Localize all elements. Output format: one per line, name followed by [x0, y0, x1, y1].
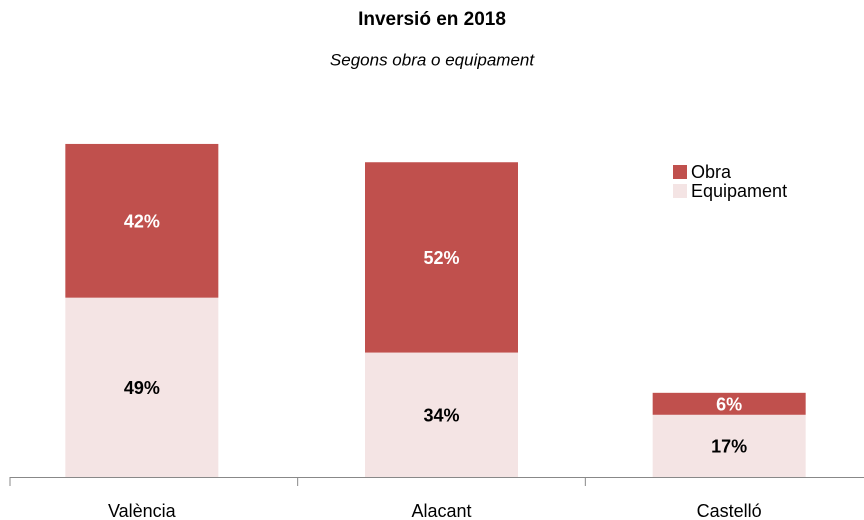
bar-segment — [365, 352, 518, 477]
x-tick-label: Alacant — [411, 501, 471, 520]
value-label: 34% — [423, 406, 459, 426]
x-tick-label: València — [108, 501, 177, 520]
bar-segment — [65, 297, 219, 477]
value-label: 17% — [711, 437, 747, 457]
bar-segment — [652, 414, 806, 477]
bar-segment — [652, 392, 806, 415]
chart-title: Inversió en 2018 — [358, 9, 506, 30]
legend-swatch — [673, 165, 687, 179]
value-label: 42% — [124, 212, 160, 232]
legend-swatch — [673, 184, 687, 198]
legend-label: Obra — [691, 162, 732, 182]
value-label: 49% — [124, 378, 160, 398]
x-tick-label: Castelló — [697, 501, 762, 520]
chart-subtitle: Segons obra o equipament — [330, 50, 535, 69]
bar-segment — [65, 143, 219, 298]
bar-segment — [365, 162, 518, 353]
value-label: 6% — [716, 395, 742, 415]
value-label: 52% — [423, 248, 459, 268]
legend-label: Equipament — [691, 181, 787, 201]
